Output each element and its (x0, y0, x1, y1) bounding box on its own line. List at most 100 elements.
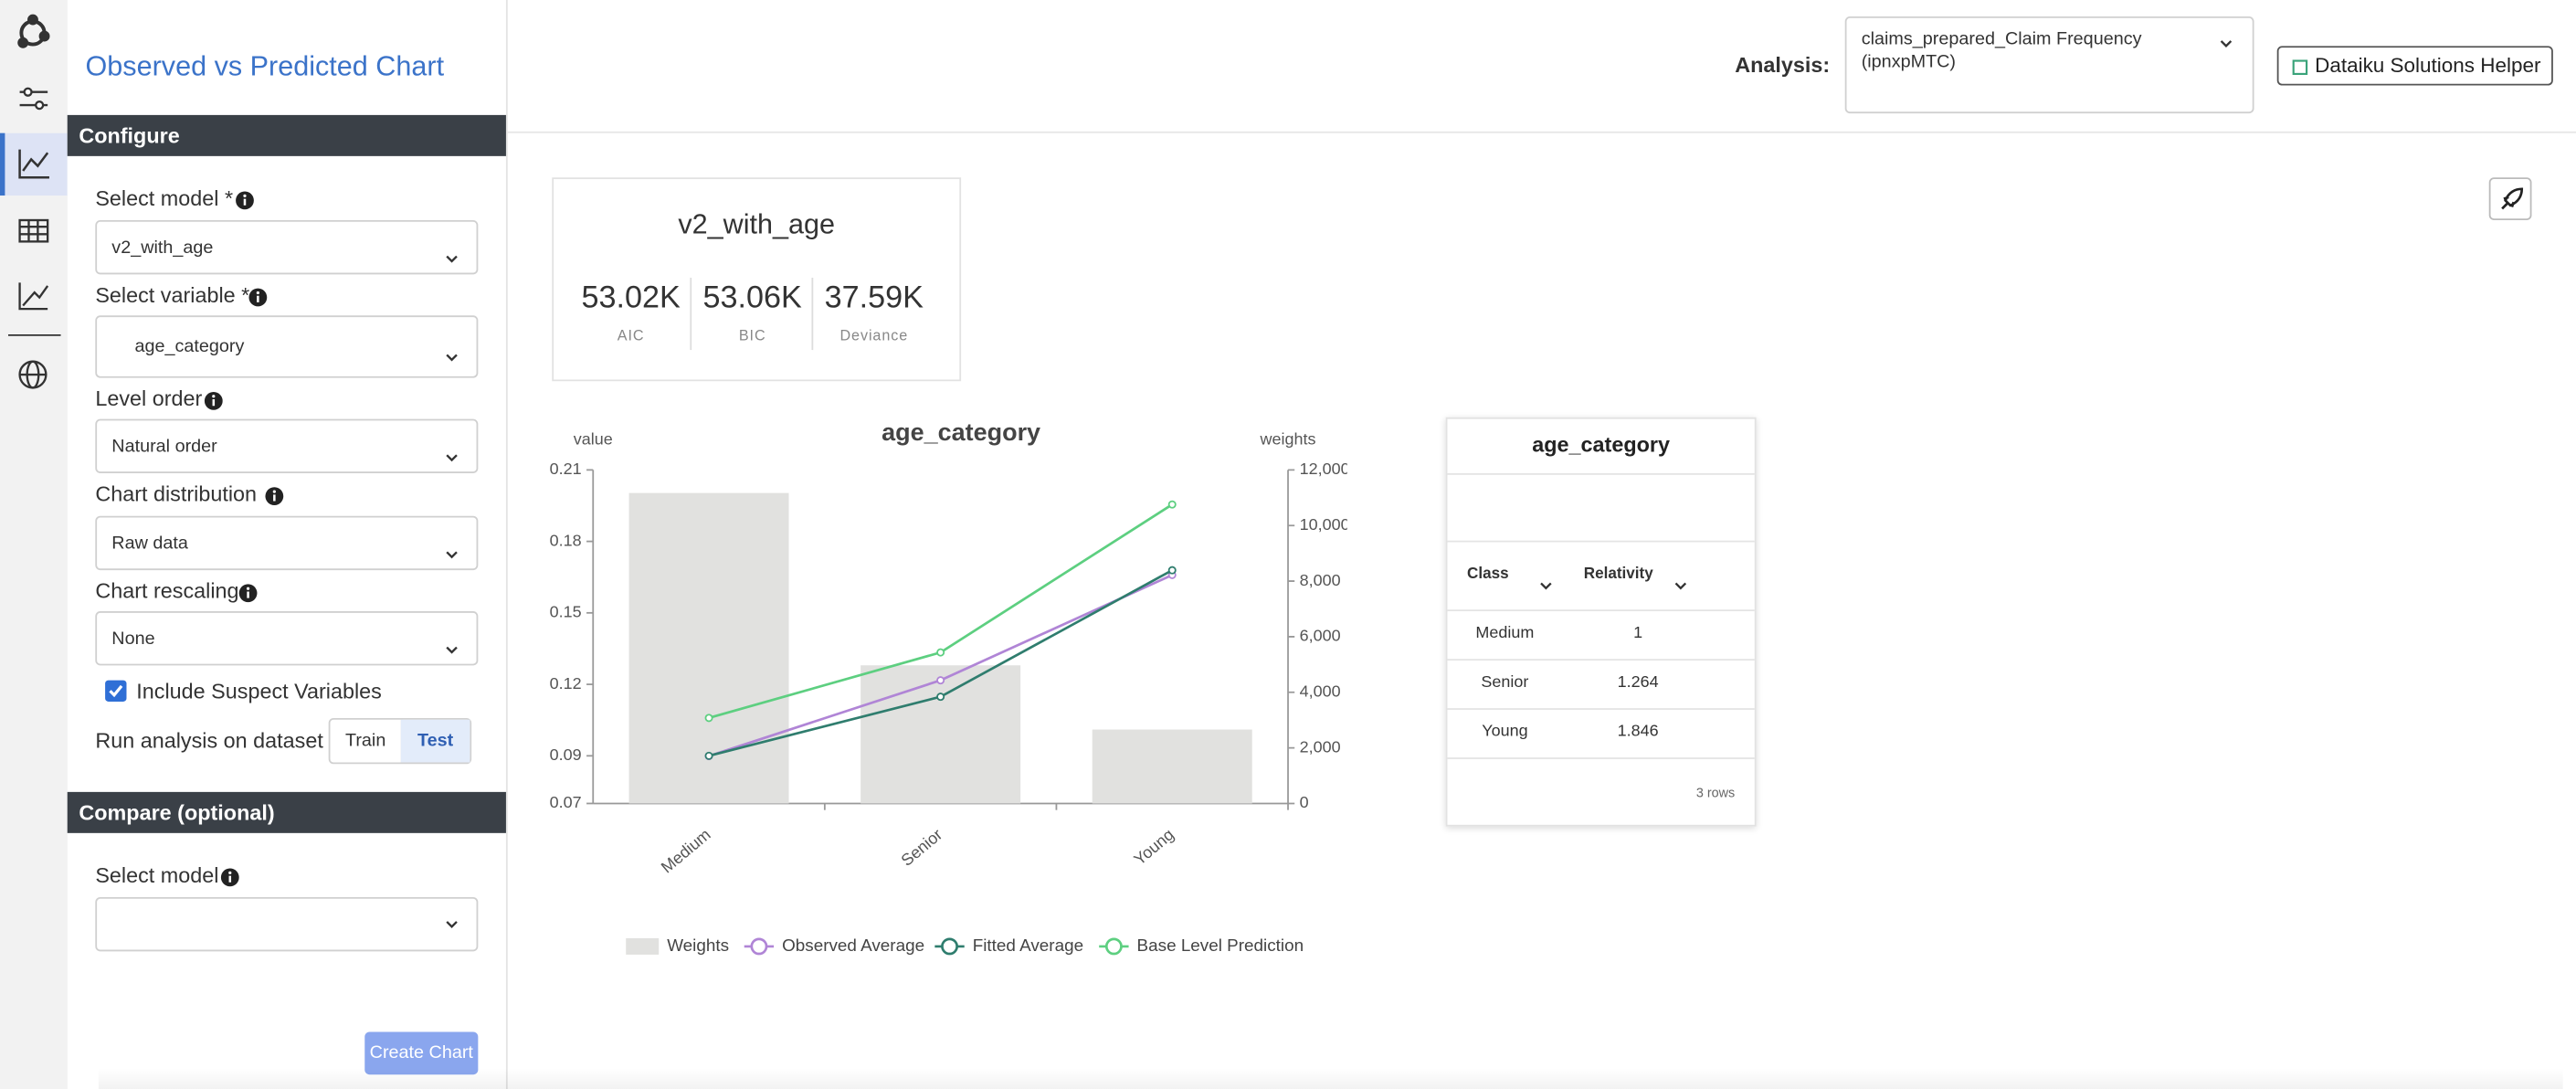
table-footer: 3 rows (1695, 785, 1736, 800)
row-divider (1447, 659, 1755, 661)
chevron (445, 633, 458, 662)
legend-label: Observed Average (782, 936, 924, 956)
table-cell: Young (1482, 723, 1528, 742)
checkbox[interactable] (105, 680, 127, 702)
point (1167, 566, 1177, 575)
field-label: Select model * (95, 185, 234, 211)
legend-label: Base Level Prediction (1137, 936, 1304, 956)
helper-button-label: Dataiku Solutions Helper (2315, 54, 2541, 78)
rocket-button[interactable] (2488, 177, 2532, 220)
table-cell: Medium (1475, 624, 1535, 643)
y2-tick-label: 8,000 (1300, 571, 1341, 589)
column-header[interactable]: Class (1467, 565, 1509, 584)
metric-label: AIC (617, 326, 645, 344)
scatter-icon[interactable] (18, 282, 49, 311)
y2-tick-label: 12,000 (1300, 460, 1347, 478)
info-icon[interactable] (220, 866, 240, 895)
field-label: Select variable * (95, 282, 250, 308)
row-divider (1447, 540, 1755, 543)
x-tick-label: Young (1130, 825, 1177, 869)
select[interactable]: Raw data (95, 515, 479, 571)
y2-tick-label: 10,000 (1300, 515, 1347, 534)
y-tick-label: 0.12 (550, 674, 582, 693)
row-divider (1447, 708, 1755, 710)
dataset-toggle: Train Test (328, 717, 472, 765)
field-label: Level order (95, 386, 203, 411)
metric-value: 53.06K (702, 280, 802, 316)
globe-icon[interactable] (18, 360, 48, 389)
chevron (445, 538, 458, 567)
active-nav-marker (0, 132, 5, 196)
sort-chevron[interactable] (1674, 570, 1687, 599)
legend-swatch (750, 937, 768, 956)
sort-chevron[interactable] (1539, 570, 1552, 599)
metric-label: BIC (738, 326, 766, 344)
table-cell: 1.264 (1617, 673, 1659, 693)
point (936, 676, 945, 685)
chevron (445, 342, 458, 371)
select[interactable]: None (95, 611, 479, 666)
info-icon[interactable] (204, 389, 224, 410)
bottom-shadow (98, 1068, 2563, 1089)
info-icon[interactable] (238, 582, 259, 603)
analysis-label: Analysis: (1735, 52, 1831, 78)
info-icon[interactable] (248, 286, 269, 307)
sidebar-title: Observed vs Predicted Chart (85, 50, 445, 82)
select[interactable]: Natural order (95, 418, 479, 473)
analysis-select[interactable]: claims_prepared_Claim Frequency (ipnxpMT… (1844, 16, 2254, 114)
y2-tick-label: 2,000 (1300, 737, 1341, 756)
field-label: Chart rescaling (95, 578, 239, 604)
metrics-card: v2_with_age 53.02K AIC 53.06K BIC 37.59K Devi… (552, 177, 962, 382)
table-cell: Senior (1481, 673, 1529, 693)
select-value: Raw data (111, 533, 188, 554)
nav-rail (0, 0, 69, 1089)
relativity-table: age_category Class Relativity Medium 1 Senio… (1445, 417, 1757, 827)
header-divider (507, 131, 2576, 133)
info-icon[interactable] (265, 485, 285, 506)
y-axis-label: value (574, 430, 613, 449)
row-divider (1447, 757, 1755, 759)
select[interactable]: age_category (95, 315, 479, 378)
table-cell: 1.846 (1617, 723, 1659, 742)
create-chart-button[interactable]: Create Chart (364, 1031, 479, 1075)
select-value: v2_with_age (111, 237, 214, 258)
toggle-option[interactable]: Train (330, 719, 403, 763)
point (1167, 500, 1177, 509)
y-tick-label: 0.18 (550, 531, 582, 549)
column-header[interactable]: Relativity (1583, 565, 1653, 584)
point (704, 714, 713, 723)
row-divider (1447, 472, 1755, 475)
chart-title: age_category (882, 418, 1040, 446)
toggle-option-active[interactable]: Test (400, 719, 470, 763)
x-tick-label: Senior (898, 825, 946, 870)
point (936, 648, 945, 657)
y-tick-label: 0.07 (550, 793, 582, 811)
nav-icons (0, 14, 68, 389)
select[interactable]: v2_with_age (95, 219, 479, 275)
bar (1092, 729, 1252, 804)
metric-label: Deviance (839, 326, 909, 344)
bar (860, 665, 1021, 804)
logo-icon[interactable] (17, 14, 50, 48)
analysis-value: claims_prepared_Claim Frequency (ipnxpMT… (1861, 29, 2142, 73)
x-tick-label: Medium (658, 825, 714, 876)
helper-button[interactable]: Dataiku Solutions Helper (2276, 46, 2553, 86)
y2-tick-label: 0 (1300, 793, 1309, 811)
metric-value: 53.02K (581, 280, 681, 316)
legend-swatch (941, 937, 958, 956)
section-header: Configure (67, 114, 506, 156)
select[interactable] (95, 896, 479, 952)
chart-icon[interactable] (18, 149, 49, 179)
active-nav-bg (0, 132, 68, 196)
info-icon[interactable] (235, 189, 255, 210)
check-mark (109, 684, 123, 698)
run-label: Run analysis on dataset (95, 727, 323, 753)
settings-icon[interactable] (19, 87, 48, 111)
field-label: Select model (95, 862, 219, 888)
table-icon[interactable] (18, 218, 49, 243)
y-tick-label: 0.09 (550, 745, 582, 764)
point (704, 751, 713, 760)
point (936, 693, 945, 702)
